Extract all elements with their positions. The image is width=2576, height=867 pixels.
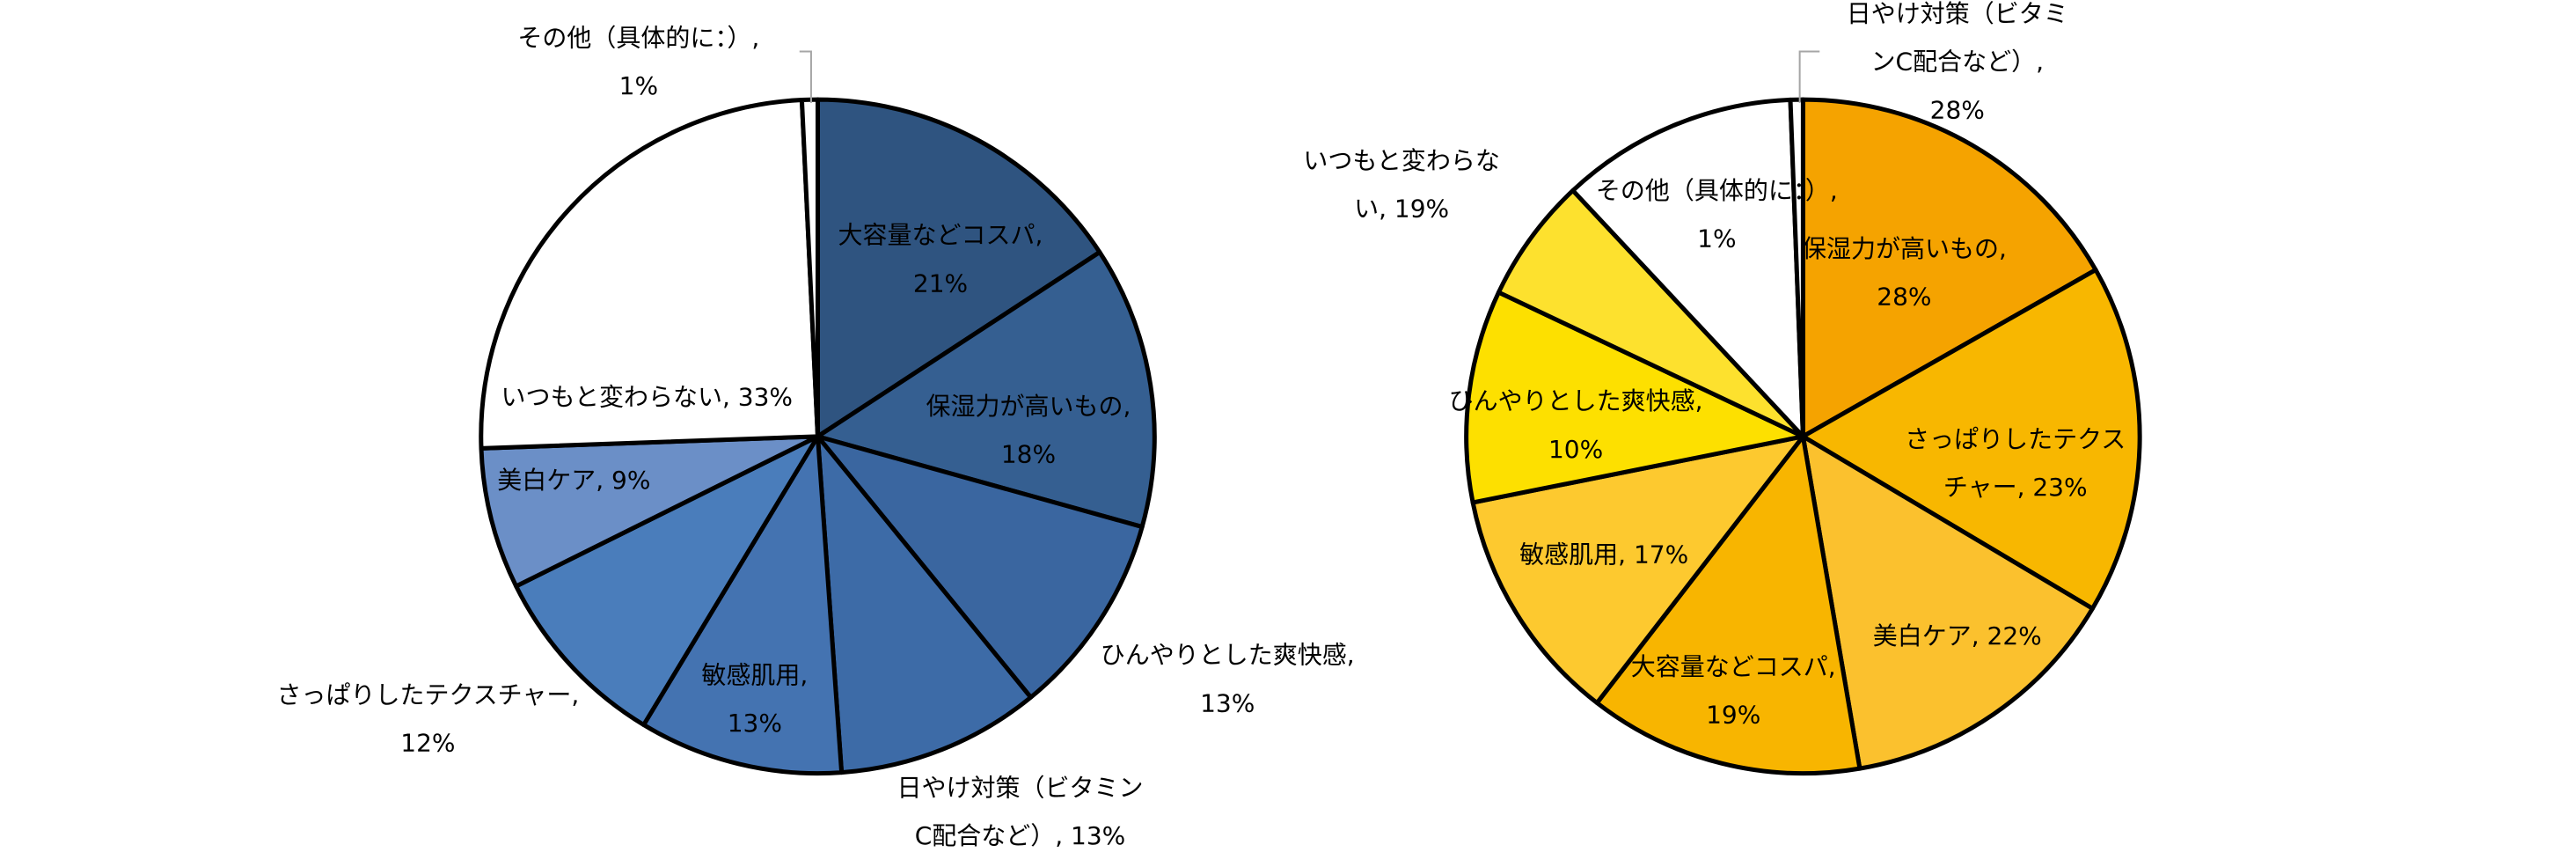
pie-slice [1496,187,1805,439]
data-label: 敏感肌用, 17% [1519,540,1688,569]
pie-slice [1800,434,2095,771]
data-label: 美白ケア, 22% [1873,621,2042,650]
pie-slice [815,97,1102,439]
data-label: さっぱりしたテクスチャー, 23% [1905,425,2126,503]
pie-slice [479,434,820,589]
data-label: 敏感肌用, 13% [701,660,808,738]
pie-slice [1788,97,1805,439]
data-label: その他（具体的に：）, 1% [1596,176,1838,253]
pie-slice [1570,97,1805,439]
pie-slice [514,434,820,727]
data-label: 保湿力が高いもの, 28% [1802,234,2007,312]
pie-slice [641,434,845,776]
data-label: 美白ケア, 9% [497,466,650,495]
data-label: その他（具体的に：）, 1% [517,23,759,100]
pie-slice [815,434,1034,775]
leader-line [1798,50,1820,103]
data-label: 大容量などコスパ, 19% [1631,652,1836,730]
data-label: ひんやりとした爽快感, 10% [1449,386,1703,464]
pie-slice [1800,97,2098,439]
data-label: ひんやりとした爽快感, 13% [1101,641,1355,718]
pie-slice [815,434,1145,700]
data-label: 日やけ対策（ビタミン C配合など）, 13% [897,773,1144,850]
pie-slice [1470,434,1805,706]
data-label: 大容量などコスパ, 21% [838,221,1043,298]
leader-line [799,50,812,103]
pie-slice [1464,290,1805,505]
data-label: さっぱりしたテクスチャー, 12% [277,680,580,758]
data-label: いつもと変わらない, 19% [1303,146,1499,224]
pie-slice [799,97,820,439]
pie-slice [1594,434,1862,776]
pie-slice [479,98,820,451]
data-label: 保湿力が高いもの, 18% [926,392,1131,469]
data-label: 日やけ対策（ビタミンC配合など）, 28% [1847,0,2068,124]
pie-slice [1800,268,2142,611]
data-label: いつもと変わらない, 33% [501,382,793,411]
